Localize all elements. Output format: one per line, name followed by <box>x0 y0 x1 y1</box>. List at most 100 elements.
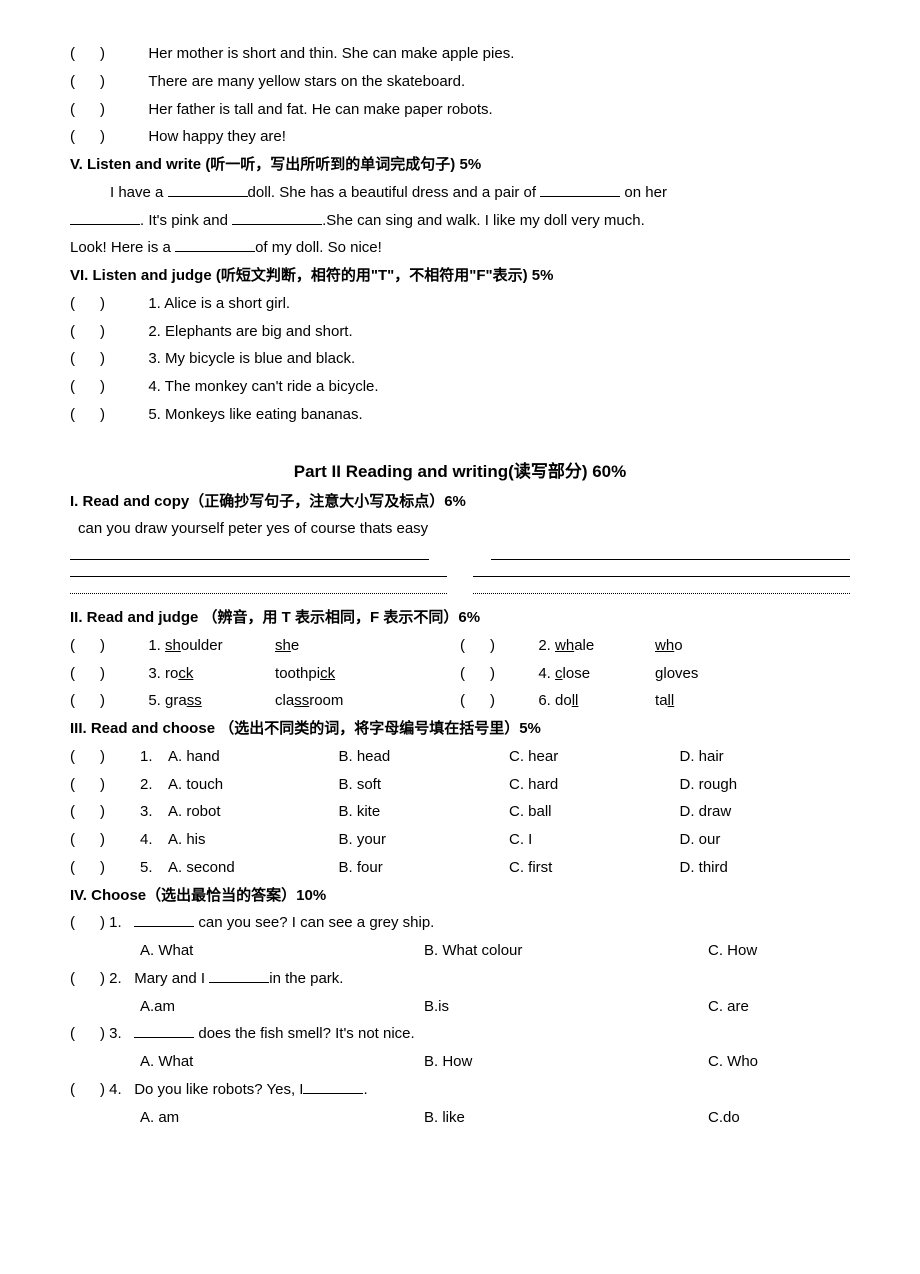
section-vi-items: ( ) 1. Alice is a short girl. ( ) 2. Ele… <box>70 290 850 429</box>
fill-blank[interactable] <box>209 967 269 983</box>
opt-b: B. four <box>339 854 510 882</box>
word-d: tall <box>655 692 674 709</box>
opt-c: C. Who <box>708 1048 850 1076</box>
paren-blank[interactable]: ( ) <box>70 373 140 401</box>
paren-blank[interactable]: ( ) <box>70 401 140 429</box>
fill-blank[interactable] <box>303 1078 363 1094</box>
body-text: of my doll. So nice! <box>255 239 382 256</box>
paren-blank[interactable]: ( ) <box>70 345 140 373</box>
fill-blank[interactable] <box>134 911 194 927</box>
word-b: she <box>275 637 299 654</box>
item-text: 1. Alice is a short girl. <box>148 295 290 312</box>
opt-b: B. your <box>339 826 510 854</box>
opt-a: A. robot <box>168 798 339 826</box>
fill-blank[interactable] <box>70 209 140 225</box>
item-num: 4. <box>140 826 168 854</box>
opt-c: C. How <box>708 937 850 965</box>
word-c: whale <box>555 632 655 660</box>
paren-blank[interactable]: ( ) <box>70 632 140 660</box>
word-b: classroom <box>275 692 343 709</box>
opt-d: D. hair <box>680 743 851 771</box>
body-text: .She can sing and walk. I like my doll v… <box>322 212 645 229</box>
paren-blank[interactable]: ( ) <box>70 854 140 882</box>
item-text: 5. Monkeys like eating bananas. <box>148 406 362 423</box>
opt-a: A. hand <box>168 743 339 771</box>
word-a: rock <box>165 660 275 688</box>
opt-b: B. What colour <box>424 937 708 965</box>
opt-d: D. rough <box>680 771 851 799</box>
part2-title: Part II Reading and writing(读写部分) 60% <box>70 456 850 487</box>
p2-s4-items: ( ) 1. can you see? I can see a grey shi… <box>70 909 850 1131</box>
paren-blank[interactable]: ( ) <box>70 1025 109 1042</box>
item-num: 2. <box>109 970 122 987</box>
paren-blank[interactable]: ( ) <box>70 290 140 318</box>
paren-blank[interactable]: ( ) <box>460 660 530 688</box>
tf-text: Her mother is short and thin. She can ma… <box>148 45 514 62</box>
pair-num: 2. <box>538 637 555 654</box>
paren-blank[interactable]: ( ) <box>70 970 109 987</box>
paren-blank[interactable]: ( ) <box>70 914 109 931</box>
fill-blank[interactable] <box>168 181 248 197</box>
paren-blank[interactable]: ( ) <box>70 123 140 151</box>
paren-blank[interactable]: ( ) <box>70 96 140 124</box>
body-text: I have a <box>110 184 168 201</box>
item-num: 3. <box>140 798 168 826</box>
paren-blank[interactable]: ( ) <box>460 687 530 715</box>
item-num: 3. <box>109 1025 122 1042</box>
opt-d: D. our <box>680 826 851 854</box>
paren-blank[interactable]: ( ) <box>70 798 140 826</box>
section-v-body: I have a doll. She has a beautiful dress… <box>70 179 850 235</box>
paren-blank[interactable]: ( ) <box>70 318 140 346</box>
q-post: . <box>363 1081 367 1098</box>
opt-c: C. I <box>509 826 680 854</box>
paren-blank[interactable]: ( ) <box>70 743 140 771</box>
section-v-title: V. Listen and write (听一听，写出所听到的单词完成句子) 5… <box>70 151 850 179</box>
pair-num: 5. <box>148 692 165 709</box>
item-num: 1. <box>109 914 122 931</box>
q-post: in the park. <box>269 970 343 987</box>
tf-text: How happy they are! <box>148 128 286 145</box>
item-num: 1. <box>140 743 168 771</box>
opt-a: A. his <box>168 826 339 854</box>
writing-lines[interactable] <box>70 543 850 594</box>
p2-s1-sentence: can you draw yourself peter yes of cours… <box>70 515 850 543</box>
q-post: can you see? I can see a grey ship. <box>194 914 434 931</box>
opt-b: B. kite <box>339 798 510 826</box>
opt-c: C. ball <box>509 798 680 826</box>
opt-d: D. draw <box>680 798 851 826</box>
paren-blank[interactable]: ( ) <box>70 68 140 96</box>
paren-blank[interactable]: ( ) <box>70 660 140 688</box>
body-text: doll. She has a beautiful dress and a pa… <box>248 184 541 201</box>
word-d: gloves <box>655 665 698 682</box>
paren-blank[interactable]: ( ) <box>70 771 140 799</box>
paren-blank[interactable]: ( ) <box>70 40 140 68</box>
item-num: 2. <box>140 771 168 799</box>
p2-s2-items: ( ) 1. shouldershe( ) 2. whalewho( ) 3. … <box>70 632 850 715</box>
body-text: on her <box>620 184 667 201</box>
section-vi-title: VI. Listen and judge (听短文判断，相符的用"T"，不相符用… <box>70 262 850 290</box>
p2-s1-title: I. Read and copy（正确抄写句子，注意大小写及标点）6% <box>70 488 850 516</box>
opt-b: B. soft <box>339 771 510 799</box>
item-num: 5. <box>140 854 168 882</box>
p2-s3-title: III. Read and choose （选出不同类的词，将字母编号填在括号里… <box>70 715 850 743</box>
fill-blank[interactable] <box>175 236 255 252</box>
opt-c: C. first <box>509 854 680 882</box>
paren-blank[interactable]: ( ) <box>70 687 140 715</box>
opt-d: D. third <box>680 854 851 882</box>
p2-s3-items: ( )1.A. handB. headC. hearD. hair( )2.A.… <box>70 743 850 882</box>
paren-blank[interactable]: ( ) <box>70 826 140 854</box>
opt-a: A. am <box>140 1104 424 1132</box>
item-text: 2. Elephants are big and short. <box>148 323 352 340</box>
opt-a: A. second <box>168 854 339 882</box>
paren-blank[interactable]: ( ) <box>70 1081 109 1098</box>
fill-blank[interactable] <box>232 209 322 225</box>
paren-blank[interactable]: ( ) <box>460 632 530 660</box>
fill-blank[interactable] <box>540 181 620 197</box>
pair-num: 4. <box>538 665 555 682</box>
opt-a: A. touch <box>168 771 339 799</box>
opt-a: A. What <box>140 937 424 965</box>
p2-s2-title: II. Read and judge （辨音，用 T 表示相同，F 表示不同）6… <box>70 604 850 632</box>
word-a: shoulder <box>165 632 275 660</box>
tf-text: There are many yellow stars on the skate… <box>148 73 465 90</box>
fill-blank[interactable] <box>134 1022 194 1038</box>
